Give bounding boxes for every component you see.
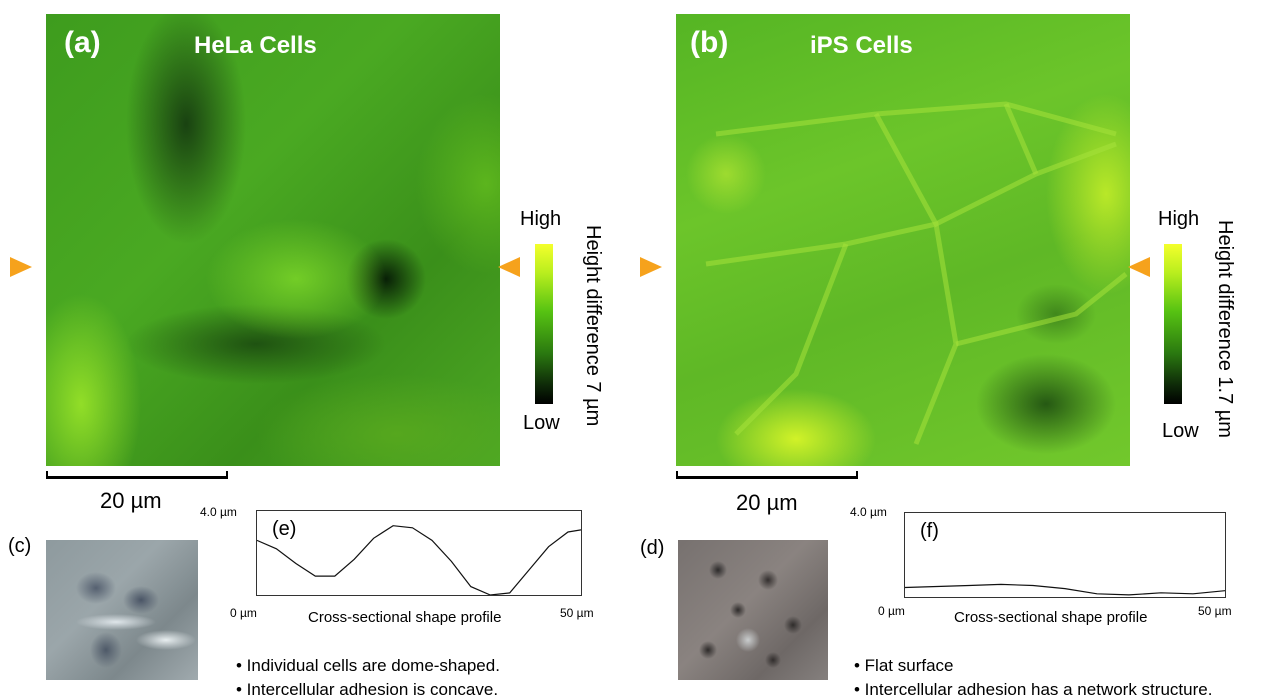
profile-e-line bbox=[256, 525, 582, 596]
colorbar-a bbox=[535, 244, 553, 404]
profile-f-plot bbox=[904, 583, 1226, 596]
panel-b-title: iPS Cells bbox=[810, 32, 913, 59]
scalebar-b-label: 20 µm bbox=[736, 490, 798, 515]
right-arrow-b-icon bbox=[1128, 257, 1150, 277]
profile-e-ymax: 4.0 µm bbox=[200, 505, 237, 519]
profile-e-xlabel: Cross-sectional shape profile bbox=[308, 609, 502, 626]
profile-e-plot bbox=[256, 525, 582, 596]
profile-f-ymax: 4.0 µm bbox=[850, 505, 887, 519]
note-left-1: • Individual cells are dome-shaped. bbox=[236, 656, 500, 675]
left-arrow-b-icon bbox=[640, 257, 662, 277]
colorbar-b-high: High bbox=[1158, 208, 1200, 230]
profile-f-line bbox=[904, 583, 1226, 596]
colorbar-b bbox=[1164, 244, 1182, 404]
panel-d-label: (d) bbox=[640, 537, 665, 559]
profile-e-xmax: 50 µm bbox=[560, 606, 594, 620]
panel-b-label: (b) bbox=[690, 26, 729, 59]
colorbar-a-title: Height difference 7 µm bbox=[582, 225, 604, 427]
scalebar-a bbox=[46, 471, 228, 479]
colorbar-a-high: High bbox=[520, 208, 562, 230]
colorbar-b-title: Height difference 1.7 µm bbox=[1214, 220, 1236, 438]
hela-height-map: (a) HeLa Cells bbox=[46, 14, 500, 466]
panel-e-label: (e) bbox=[272, 518, 297, 540]
panel-f-label: (f) bbox=[920, 520, 939, 542]
scalebar-a-label: 20 µm bbox=[100, 488, 162, 513]
ips-micrograph bbox=[678, 540, 828, 680]
ips-height-map: (b) iPS Cells bbox=[676, 14, 1130, 466]
left-arrow-a-icon bbox=[10, 257, 32, 277]
note-right-1: • Flat surface bbox=[854, 656, 954, 675]
note-left-2: • Intercellular adhesion is concave. bbox=[236, 680, 499, 699]
panel-c-label: (c) bbox=[8, 535, 32, 557]
panel-a-label: (a) bbox=[64, 26, 101, 59]
hela-micrograph bbox=[46, 540, 198, 680]
scalebar-b bbox=[676, 471, 858, 479]
ips-network-lines bbox=[705, 101, 1128, 445]
panel-a-title: HeLa Cells bbox=[194, 32, 317, 59]
profile-f-xmax: 50 µm bbox=[1198, 604, 1232, 618]
profile-f-xmin: 0 µm bbox=[878, 604, 905, 618]
profile-e-xmin: 0 µm bbox=[230, 606, 257, 620]
profile-f-frame bbox=[904, 512, 1226, 598]
colorbar-b-low: Low bbox=[1162, 420, 1199, 442]
note-right-2: • Intercellular adhesion has a network s… bbox=[854, 680, 1213, 699]
colorbar-a-low: Low bbox=[523, 412, 560, 434]
right-arrow-a-icon bbox=[498, 257, 520, 277]
profile-e-frame bbox=[256, 510, 582, 596]
profile-f-xlabel: Cross-sectional shape profile bbox=[954, 609, 1148, 626]
